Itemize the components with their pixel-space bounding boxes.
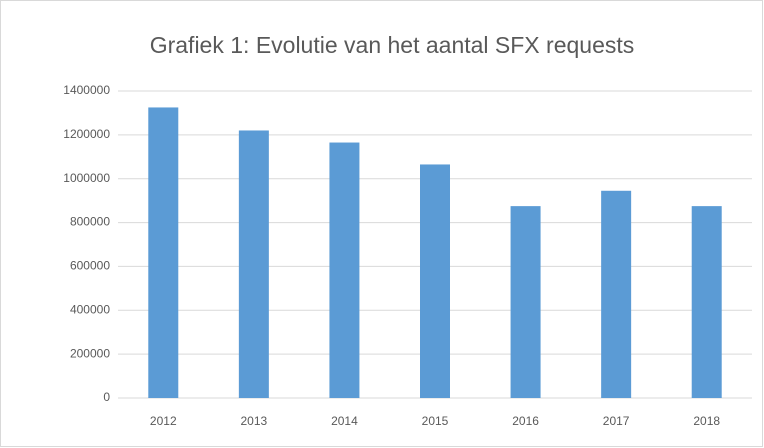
x-tick-label: 2015 <box>422 414 449 428</box>
y-tick-label: 200000 <box>70 346 110 360</box>
y-tick-label: 0 <box>103 390 110 404</box>
bar <box>420 164 450 398</box>
y-tick-label: 800000 <box>70 215 110 229</box>
chart-title: Grafiek 1: Evolutie van het aantal SFX r… <box>150 32 635 58</box>
y-tick-label: 1200000 <box>63 127 110 141</box>
y-tick-label: 1000000 <box>63 171 110 185</box>
y-tick-label: 600000 <box>70 259 110 273</box>
x-tick-label: 2013 <box>241 414 268 428</box>
bar <box>601 190 632 398</box>
x-tick-label: 2012 <box>150 414 177 428</box>
x-tick-label: 2017 <box>603 414 630 428</box>
bar <box>691 206 722 398</box>
x-tick-label: 2014 <box>331 414 358 428</box>
bar <box>238 130 269 398</box>
x-tick-label: 2016 <box>512 414 539 428</box>
bar <box>510 206 541 398</box>
x-tick-label: 2018 <box>693 414 720 428</box>
y-tick-label: 1400000 <box>63 83 110 97</box>
y-tick-label: 400000 <box>70 302 110 316</box>
bar <box>148 107 179 399</box>
bar <box>329 142 360 398</box>
